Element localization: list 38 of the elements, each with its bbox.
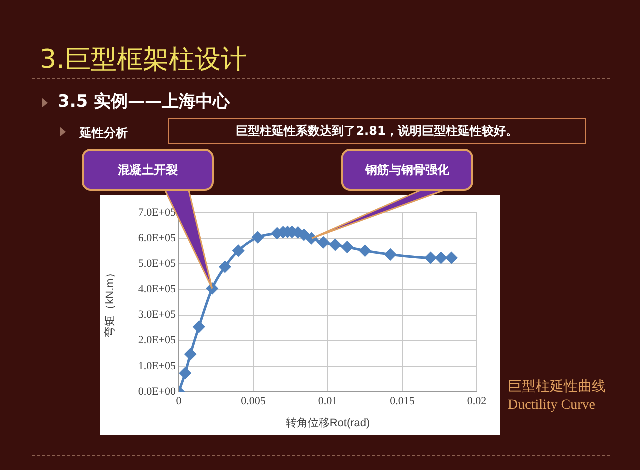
x-tick-label: 0.01 [318,395,338,408]
x-axis-title: 转角位移Rot(rad) [286,417,370,430]
y-tick-label: 6.0E+05 [138,232,176,244]
point [342,242,354,254]
point [360,245,371,257]
x-tick-label: 0.015 [390,395,416,408]
point [435,252,447,264]
y-tick-label: 5.0E+05 [138,258,176,270]
point [219,261,231,273]
chart-subtitle: 3.5 实例——上海中心 [58,91,230,113]
y-tick-label: 1.0E+05 [138,360,176,372]
y-tick-label: 7.0E+05 [138,206,176,219]
point [318,236,330,248]
chart-title: 3.巨型框架柱设计 [40,44,247,77]
point [193,321,205,333]
y-tick-label: 0.0E+00 [138,386,176,398]
point [330,239,342,251]
text: Ductility Curve [508,398,596,414]
point [232,245,244,257]
x-tick-label: 0 [176,395,182,408]
x-tick-label: 0.02 [467,395,487,408]
point [425,252,437,264]
y-tick-label: 3.0E+05 [138,309,176,322]
point [180,368,192,380]
text: 延性分析 [80,125,128,142]
annotation: 混凝土开裂 [117,163,178,177]
point [384,248,396,260]
y-tick-label: 4.0E+05 [138,284,176,296]
point [252,232,264,244]
point [184,348,196,360]
text: 巨型柱延性系数达到了2.81，说明巨型柱延性较好。 [168,118,586,144]
x-tick-label: 0.005 [241,395,266,408]
speech-bubble: 钢筋与钢骨强化 [310,148,474,241]
point [446,252,458,264]
y-tick-label: 2.0E+05 [138,334,176,347]
y-axis-title: 弯矩（kN.m） [104,268,117,338]
text: 巨型柱延性曲线 [508,378,606,396]
annotation: 钢筋与钢骨强化 [364,163,450,177]
